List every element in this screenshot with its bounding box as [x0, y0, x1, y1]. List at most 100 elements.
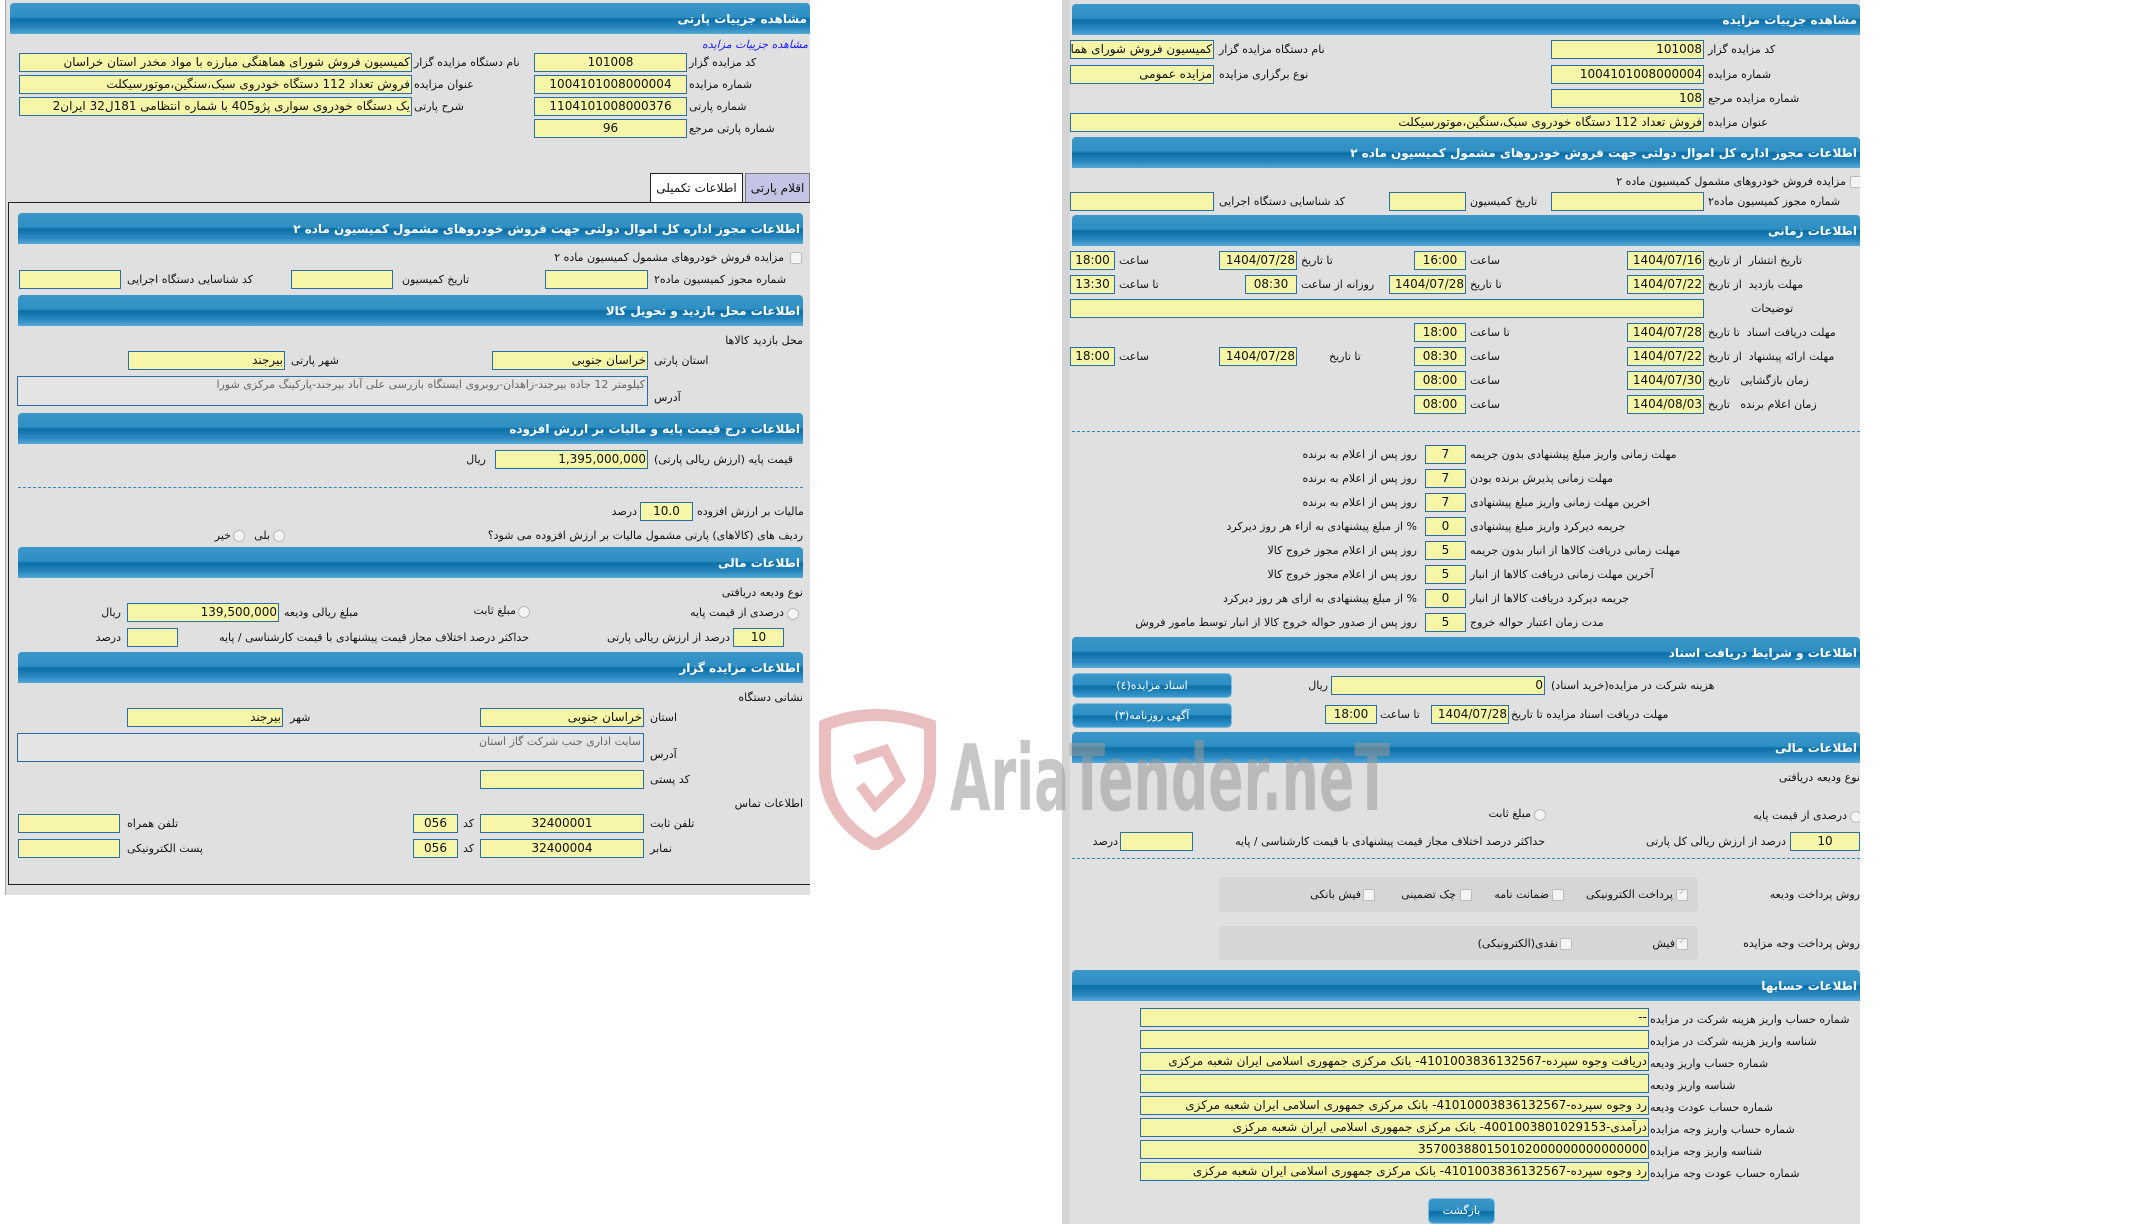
auction-org-label: نام دستگاه مزایده گزار: [1219, 43, 1325, 56]
auction-ref-field: 108: [1551, 89, 1704, 108]
publish-from-field: 1404/07/16: [1627, 251, 1704, 270]
auction-ref-label: شماره مزایده مرجع: [1708, 92, 1800, 105]
vat-no-label: خیر: [214, 529, 231, 542]
auction-number-field: 1004101008000004: [1551, 65, 1704, 84]
offer-from-field: 1404/07/22: [1627, 347, 1704, 366]
lot-ref-field: 96: [534, 119, 687, 138]
fax-code-label: کد: [463, 842, 475, 855]
visit-to-label: تا تاریخ: [1470, 278, 1502, 291]
account-label: شماره حساب واریز ودیعه: [1650, 1057, 1769, 1070]
participation-fee-unit: ریال: [1308, 679, 1328, 692]
guarantee-checkbox[interactable]: [1552, 889, 1564, 901]
auction-commission-checkbox[interactable]: [1850, 176, 1860, 188]
deadline-label: مهلت زمانی واریز مبلغ پیشنهادی بدون جریم…: [1470, 448, 1677, 461]
notes-label: توضیحات: [1751, 302, 1794, 315]
back-button[interactable]: بازگشت: [1428, 1198, 1495, 1224]
auction-max-diff-unit: درصد: [1092, 835, 1118, 848]
lot-province-field: خراسان جنوبی: [492, 351, 648, 370]
visit-daily-label: روزانه از ساعت: [1301, 278, 1375, 291]
auction-exec-code-field: [1070, 192, 1214, 211]
deadline-value: 5: [1425, 613, 1466, 632]
phone-code-label: کد: [463, 817, 475, 830]
vat-label: مالیات بر ارزش افزوده: [697, 505, 804, 518]
vat-no-radio[interactable]: [233, 530, 245, 542]
accounts-section-header: اطلاعات حسابها: [1072, 970, 1860, 1001]
vat-field: 10.0: [640, 502, 693, 521]
auction-number-field: 1004101008000004: [534, 75, 687, 94]
commission-checkbox-label: مزایده فروش خودروهای مشمول کمیسیون ماده …: [554, 251, 784, 264]
fax-code-field: 056: [413, 839, 458, 858]
account-label: شماره حساب واریز هزینه شرکت در مزایده: [1650, 1013, 1850, 1026]
cash-payment-label: نقدی(الکترونیکی): [1477, 937, 1558, 950]
auction-commission-date-field: [1389, 192, 1466, 211]
auction-deposit-percent-label: درصدی از قیمت پایه: [1753, 809, 1847, 822]
auction-deposit-fixed-label: مبلغ ثابت: [1488, 807, 1531, 820]
org-address-label: آدرس: [650, 748, 677, 761]
offer-to-label: تا تاریخ: [1329, 350, 1361, 363]
max-diff-field: [127, 628, 178, 647]
deposit-amount-field: 139,500,000: [127, 603, 279, 622]
auction-number-label: شماره مزایده: [689, 78, 753, 91]
vat-yes-radio[interactable]: [273, 530, 285, 542]
auction-code-label: کد مزایده گزار: [1708, 43, 1776, 56]
deposit-pay-methods-box: [1219, 877, 1698, 912]
lot-details-header: مشاهده جزییات پارتی: [10, 3, 810, 34]
bank-slip-checkbox[interactable]: [1363, 889, 1375, 901]
lot-description-label: شرح پارتی: [414, 100, 464, 113]
account-label: شماره حساب عودت ودیعه: [1650, 1101, 1773, 1114]
account-field: رد وجوه سپرده-41010003836132567- بانک مر…: [1140, 1096, 1649, 1115]
auction-type-field: مزایده عمومی: [1070, 65, 1214, 84]
auction-details-header: مشاهده جزییات مزایده: [1072, 4, 1860, 35]
auctioneer-code-label: کد مزایده گزار: [689, 56, 757, 69]
deadline-suffix: % از مبلغ پیشنهادی به ازاء هر روز دیرکرد: [1226, 520, 1417, 533]
deadline-label: جریمه دیرکرد دریافت کالاها از انبار: [1470, 592, 1630, 605]
commission-date-label: تاریخ کمیسیون: [402, 273, 470, 286]
org-address-field: سایت اداری جنب شرکت گاز استان: [17, 733, 644, 762]
lot-province-label: استان پارتی: [654, 354, 709, 367]
auction-title-field: فروش تعداد 112 دستگاه خودروی سبک،سنگین،م…: [19, 75, 412, 94]
account-field: دریافت وجوه سپرده-4101003836132567- بانک…: [1140, 1052, 1649, 1071]
account-label: شناسه واریز ودیعه: [1650, 1079, 1736, 1092]
publish-time2-field: 18:00: [1070, 251, 1115, 270]
certified-check-checkbox[interactable]: [1460, 889, 1472, 901]
lot-city-field: بیرجند: [128, 351, 285, 370]
deposit-percent-label: درصدی از قیمت پایه: [690, 606, 784, 619]
bank-slip-label: فیش بانکی: [1310, 888, 1361, 901]
vat-unit: درصد: [611, 505, 637, 518]
publish-label: تاریخ انتشار از تاریخ: [1708, 254, 1803, 267]
auctioneer-name-field: کمیسیون فروش شورای هماهنگی مبارزه با موا…: [19, 53, 412, 72]
account-field: درآمدی-4001003801029153- بانک مرکزی جمهو…: [1140, 1118, 1649, 1137]
account-label: شناسه واریز هزینه شرکت در مزایده: [1650, 1035, 1817, 1048]
slip-payment-checkbox[interactable]: [1676, 936, 1688, 950]
visit-place-title: محل بازدید کالاها: [725, 334, 803, 347]
org-city-label: شهر: [290, 711, 311, 724]
deadline-suffix: روز پس از اعلام مجوز خروج کالا: [1267, 544, 1418, 557]
tab-supplementary-info[interactable]: اطلاعات تکمیلی: [650, 173, 743, 203]
cash-payment-checkbox[interactable]: [1560, 938, 1572, 950]
deposit-fixed-radio[interactable]: [518, 606, 530, 618]
auction-documents-button[interactable]: اسناد مزایده(٤): [1072, 673, 1232, 698]
price-section-header: اطلاعات درج قیمت پایه و مالیات بر ارزش ا…: [18, 413, 803, 444]
deposit-type-title: نوع ودیعه دریافتی: [721, 586, 803, 599]
slip-payment-label: فیش: [1652, 937, 1675, 950]
newspaper-ad-button[interactable]: آگهی روزنامه(۳): [1072, 703, 1232, 728]
auction-details-link[interactable]: مشاهده جزییات مزایده: [702, 38, 808, 51]
electronic-payment-checkbox[interactable]: [1676, 887, 1688, 901]
auctioneer-code-field: 101008: [534, 53, 687, 72]
deposit-percent-radio[interactable]: [787, 608, 799, 620]
participation-fee-field: 0: [1331, 676, 1545, 695]
commission-checkbox[interactable]: [790, 252, 802, 264]
lot-number-field: 1104101008000376: [534, 97, 687, 116]
org-address-title: نشانی دستگاه: [738, 691, 803, 704]
base-price-label: قیمت پایه (ارزش ریالی پارتی): [654, 453, 793, 466]
auction-code-field: 101008: [1551, 40, 1704, 59]
docs-time-field: 18:00: [1414, 323, 1466, 342]
time-section-header: اطلاعات زمانی: [1072, 215, 1860, 246]
winner-time-field: 08:00: [1414, 395, 1466, 414]
offer-time1-field: 08:30: [1414, 347, 1466, 366]
payment-method-label: روش پرداخت وجه مزایده: [1743, 937, 1860, 950]
lot-city-label: شهر پارتی: [291, 354, 339, 367]
auction-deposit-fixed-radio[interactable]: [1534, 809, 1546, 821]
tab-lot-items[interactable]: اقلام پارتی: [745, 173, 810, 203]
auction-deposit-percent-radio[interactable]: [1850, 811, 1860, 823]
